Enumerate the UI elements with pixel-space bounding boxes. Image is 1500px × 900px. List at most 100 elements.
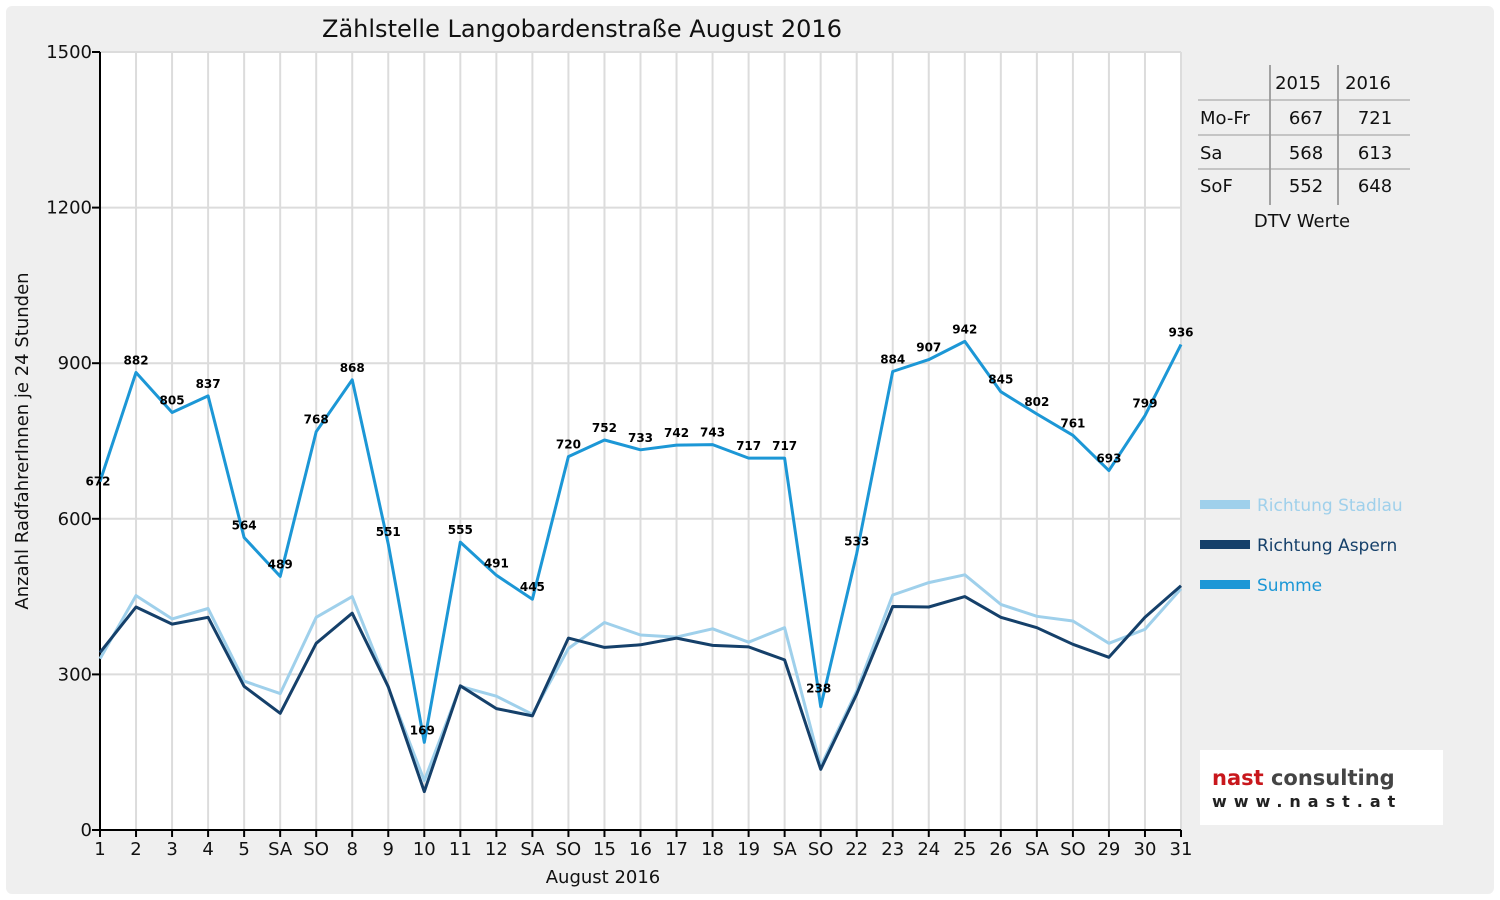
legend-label: Richtung Aspern [1257, 536, 1397, 556]
data-label: 489 [268, 557, 293, 571]
logo: nast consulting www.nast.at [1200, 750, 1443, 825]
y-tick-label: 900 [58, 353, 92, 374]
x-tick-label: SA [1025, 839, 1050, 860]
data-label: 907 [916, 341, 941, 355]
dtv-row-label-sa: Sa [1200, 143, 1222, 164]
grid [100, 51, 1182, 830]
x-axis-label: August 2016 [546, 867, 661, 888]
data-labels: 672 882 805 837 564 489 768 868 551 169 555 491 445 7… [85, 322, 1193, 737]
data-label: 555 [448, 523, 473, 537]
x-tick-label: 5 [238, 839, 249, 860]
logo-word-consulting: consulting [1271, 766, 1395, 790]
y-tick-label: 0 [81, 820, 92, 841]
data-label: 742 [664, 426, 689, 440]
data-label: 445 [520, 580, 545, 594]
dtv-table: 2015 2016 Mo-Fr 667 721 Sa 568 613 SoF 5… [1198, 65, 1410, 232]
series [98, 339, 1183, 794]
data-label: 837 [196, 377, 221, 391]
legend: Richtung Stadlau Richtung Aspern Summe [1200, 496, 1403, 596]
dtv-mofr-2015: 667 [1289, 108, 1323, 129]
x-tick-label: SA [773, 839, 798, 860]
x-tick-label: 12 [485, 839, 508, 860]
x-tick-label: SA [520, 839, 545, 860]
data-label: 733 [628, 431, 653, 445]
x-ticks: 1 2 3 4 5 SA SO 8 9 10 11 12 SA SO 15 16 17 18 19 SA SO 22 23 2… [94, 830, 1192, 860]
logo-wordmark: nast consulting [1212, 766, 1395, 790]
data-label: 752 [592, 421, 617, 435]
data-label: 238 [806, 682, 831, 696]
legend-swatch [1200, 540, 1250, 549]
y-axis-label: Anzahl RadfahrerInnen je 24 Stunden [12, 272, 33, 609]
data-label: 805 [160, 393, 185, 407]
legend-label: Richtung Stadlau [1257, 496, 1403, 516]
dtv-row-label-sof: SoF [1200, 176, 1233, 197]
x-tick-label: 16 [629, 839, 652, 860]
chart-title: Zählstelle Langobardenstraße August 2016 [322, 15, 842, 43]
data-label: 761 [1060, 416, 1085, 430]
x-tick-label: 1 [94, 839, 105, 860]
dtv-row-label-mofr: Mo-Fr [1200, 108, 1250, 129]
data-label: 799 [1132, 397, 1157, 411]
x-tick-label: SO [303, 839, 329, 860]
logo-url: www.nast.at [1212, 792, 1402, 811]
data-label: 768 [304, 413, 329, 427]
series-line-richtung-aspern [98, 584, 1182, 794]
data-label: 564 [232, 518, 257, 532]
dtv-header-2016: 2016 [1345, 73, 1391, 94]
data-label: 693 [1096, 452, 1121, 466]
dtv-sof-2015: 552 [1289, 176, 1323, 197]
x-tick-label: 24 [917, 839, 940, 860]
x-tick-label: 26 [989, 839, 1012, 860]
x-tick-label: SO [808, 839, 834, 860]
data-label: 884 [880, 352, 905, 366]
data-label: 169 [410, 723, 435, 737]
data-label: 720 [556, 438, 581, 452]
dtv-sof-2016: 648 [1358, 176, 1392, 197]
x-tick-label: 18 [701, 839, 724, 860]
data-label: 942 [952, 322, 977, 336]
data-label: 551 [376, 525, 401, 539]
data-label: 717 [736, 439, 761, 453]
x-tick-label: 15 [593, 839, 616, 860]
data-label: 533 [844, 535, 869, 549]
x-tick-label: SO [556, 839, 582, 860]
dtv-header-2015: 2015 [1275, 73, 1321, 94]
x-tick-label: 29 [1097, 839, 1120, 860]
data-label: 491 [484, 556, 509, 570]
x-tick-label: 30 [1134, 839, 1157, 860]
x-tick-label: 23 [881, 839, 904, 860]
x-tick-label: 4 [202, 839, 213, 860]
x-tick-label: 25 [953, 839, 976, 860]
x-tick-label: 11 [449, 839, 472, 860]
dtv-mofr-2016: 721 [1358, 108, 1392, 129]
x-tick-label: 2 [130, 839, 141, 860]
series-line-summe [98, 339, 1183, 744]
x-tick-label: 8 [347, 839, 358, 860]
data-label: 717 [772, 439, 797, 453]
x-tick-label: 10 [413, 839, 436, 860]
x-tick-label: 19 [737, 839, 760, 860]
y-tick-label: 600 [58, 509, 92, 530]
data-label: 882 [124, 354, 149, 368]
x-tick-label: 17 [665, 839, 688, 860]
data-label: 936 [1168, 326, 1193, 340]
data-label: 802 [1024, 395, 1049, 409]
data-label: 845 [988, 373, 1013, 387]
x-tick-label: SO [1060, 839, 1086, 860]
data-label: 743 [700, 426, 725, 440]
y-ticks: 0 300 600 900 1200 1500 [46, 42, 100, 841]
legend-label: Summe [1257, 576, 1322, 596]
y-tick-label: 1500 [46, 42, 92, 63]
legend-swatch [1200, 500, 1250, 509]
x-tick-label: 3 [166, 839, 177, 860]
data-label: 672 [85, 474, 110, 488]
legend-swatch [1200, 580, 1250, 589]
logo-box [1200, 750, 1443, 825]
y-tick-label: 300 [58, 664, 92, 685]
data-label: 868 [340, 361, 365, 375]
series-line-richtung-stadlau [98, 573, 1183, 783]
logo-word-nast: nast [1212, 766, 1264, 790]
x-tick-label: SA [268, 839, 293, 860]
y-tick-label: 1200 [46, 198, 92, 219]
